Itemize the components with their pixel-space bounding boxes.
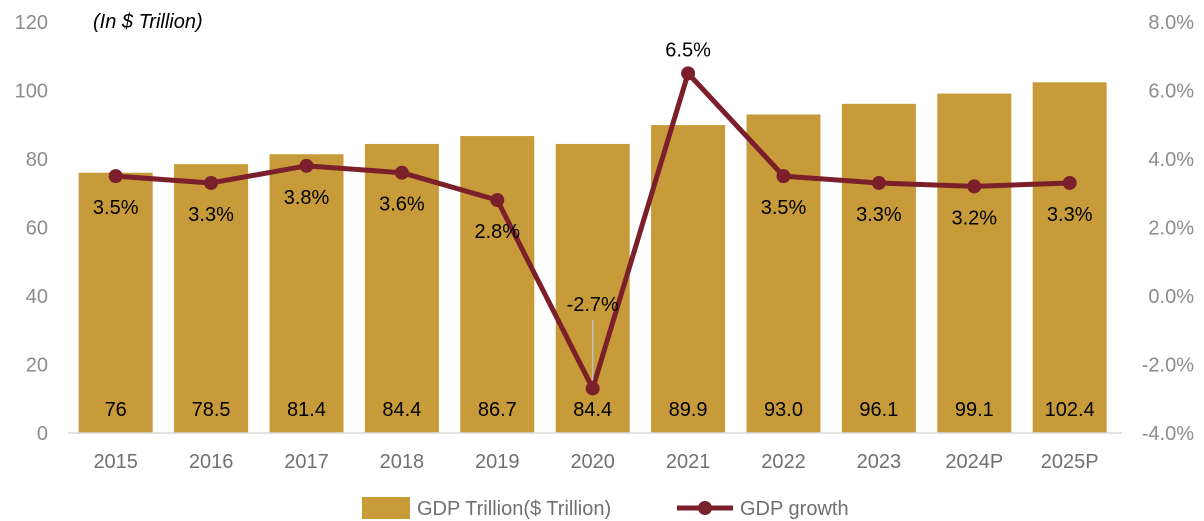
bar-value-label: 78.5 <box>192 399 231 421</box>
right-axis-tick: 0.0% <box>1148 286 1194 308</box>
growth-point-label: 3.8% <box>284 187 330 209</box>
left-axis-tick: 120 <box>15 12 48 34</box>
bar-value-label: 102.4 <box>1045 399 1095 421</box>
right-axis-tick: -2.0% <box>1142 355 1194 377</box>
x-axis-tick: 2016 <box>189 451 234 473</box>
right-axis-tick: 2.0% <box>1148 218 1194 240</box>
left-axis-tick: 40 <box>26 286 48 308</box>
left-axis-tick: 60 <box>26 218 48 240</box>
bar <box>937 93 1012 434</box>
growth-point-label: -2.7% <box>567 294 619 316</box>
growth-point <box>204 175 219 190</box>
growth-point <box>394 165 409 180</box>
legend-label-line: GDP growth <box>740 498 849 520</box>
growth-point-label: 3.5% <box>93 197 139 219</box>
growth-point <box>776 169 791 184</box>
growth-point <box>967 179 982 194</box>
x-axis-ticks: 2015 2016 2017 2018 2019 2020 2021 2022 2023 2024… <box>93 451 1098 473</box>
left-axis-tick: 80 <box>26 149 48 171</box>
right-y-axis: -4.0% -2.0% 0.0% 2.0% 4.0% 6.0% 8.0% <box>1142 12 1194 445</box>
x-axis-tick: 2019 <box>475 451 520 473</box>
x-axis-tick: 2020 <box>570 451 615 473</box>
legend: GDP Trillion($ Trillion) GDP growth <box>362 497 849 520</box>
x-axis-tick: 2021 <box>666 451 711 473</box>
growth-point <box>681 66 696 81</box>
growth-point <box>871 175 886 190</box>
unit-label: (In $ Trillion) <box>93 11 203 33</box>
bar-value-label: 81.4 <box>287 399 326 421</box>
bar-value-label: 93.0 <box>764 399 803 421</box>
growth-point-label: 3.3% <box>188 204 234 226</box>
growth-point <box>585 381 600 396</box>
right-axis-tick: 4.0% <box>1148 149 1194 171</box>
bar-value-labels: 76 78.5 81.4 84.4 86.7 84.4 89.9 93.0 96.1 99.1 10… <box>105 399 1095 421</box>
x-axis-tick: 2017 <box>284 451 329 473</box>
bar <box>78 172 153 433</box>
bar-value-label: 84.4 <box>382 399 421 421</box>
growth-point <box>299 158 314 173</box>
bar <box>651 125 726 433</box>
bar <box>364 143 439 433</box>
bar <box>269 154 344 433</box>
bar-value-label: 84.4 <box>573 399 612 421</box>
bar-value-label: 76 <box>105 399 127 421</box>
growth-point-label: 3.5% <box>761 197 807 219</box>
x-axis-tick: 2022 <box>761 451 806 473</box>
bar <box>746 114 821 433</box>
left-axis-tick: 0 <box>37 423 48 445</box>
x-axis-tick: 2024P <box>945 451 1003 473</box>
legend-swatch-bar <box>362 497 410 519</box>
growth-point <box>1062 175 1077 190</box>
x-axis-tick: 2025P <box>1041 451 1099 473</box>
bar-value-label: 89.9 <box>669 399 708 421</box>
right-axis-tick: -4.0% <box>1142 423 1194 445</box>
growth-point-label: 3.2% <box>952 207 998 229</box>
right-axis-tick: 6.0% <box>1148 81 1194 103</box>
growth-point-label: 3.3% <box>856 204 902 226</box>
left-y-axis: 0 20 40 60 80 100 120 <box>15 12 48 445</box>
bar <box>460 136 535 434</box>
growth-point-label: 3.6% <box>379 194 425 216</box>
bar-value-label: 96.1 <box>859 399 898 421</box>
bar <box>1032 82 1107 433</box>
left-axis-tick: 20 <box>26 355 48 377</box>
right-axis-tick: 8.0% <box>1148 12 1194 34</box>
bar <box>841 103 916 434</box>
legend-label-bar: GDP Trillion($ Trillion) <box>417 498 611 520</box>
growth-point <box>490 193 505 208</box>
bar-series <box>78 82 1107 434</box>
x-axis-tick: 2023 <box>857 451 902 473</box>
x-axis-tick: 2015 <box>93 451 138 473</box>
growth-point <box>108 169 123 184</box>
bar <box>174 164 249 433</box>
left-axis-tick: 100 <box>15 81 48 103</box>
legend-swatch-marker <box>698 501 712 515</box>
bar-value-label: 86.7 <box>478 399 517 421</box>
bar-value-label: 99.1 <box>955 399 994 421</box>
growth-point-label: 6.5% <box>665 39 711 61</box>
growth-point-label: 3.3% <box>1047 204 1093 226</box>
growth-point-label: 2.8% <box>475 221 521 243</box>
x-axis-tick: 2018 <box>380 451 425 473</box>
growth-line-series: 3.5% 3.3% 3.8% 3.6% 2.8% -2.7% 6.5% 3.5% 3.3% 3.2… <box>93 39 1093 396</box>
